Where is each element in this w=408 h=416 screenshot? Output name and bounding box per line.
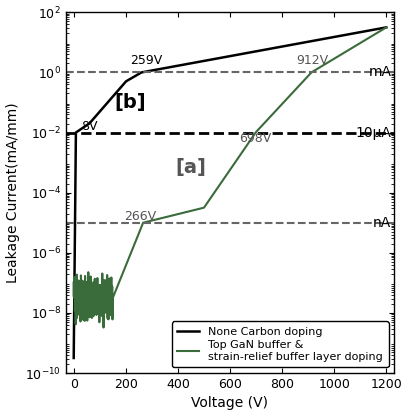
Top GaN buffer &
strain-relief buffer layer doping xyxy=(344,49,349,54)
Text: 8V: 8V xyxy=(81,120,98,133)
Text: 912V: 912V xyxy=(297,54,328,67)
Y-axis label: Leakage Current(mA/mm): Leakage Current(mA/mm) xyxy=(6,102,20,283)
Top GaN buffer &
strain-relief buffer layer doping xyxy=(378,29,383,34)
Top GaN buffer &
strain-relief buffer layer doping xyxy=(101,325,106,330)
None Carbon doping xyxy=(378,26,383,31)
Text: 698V: 698V xyxy=(239,132,271,145)
Top GaN buffer &
strain-relief buffer layer doping xyxy=(191,208,196,213)
Text: 10μA: 10μA xyxy=(356,126,392,140)
Top GaN buffer &
strain-relief buffer layer doping xyxy=(126,258,131,262)
Text: [b]: [b] xyxy=(114,93,146,112)
Text: 266V: 266V xyxy=(124,210,157,223)
None Carbon doping xyxy=(107,98,112,103)
Text: nA: nA xyxy=(373,216,392,230)
Line: Top GaN buffer &
strain-relief buffer layer doping: Top GaN buffer & strain-relief buffer la… xyxy=(74,27,386,327)
None Carbon doping xyxy=(71,356,76,361)
X-axis label: Voltage (V): Voltage (V) xyxy=(191,396,268,411)
Text: mA: mA xyxy=(368,65,392,79)
None Carbon doping xyxy=(126,78,131,83)
None Carbon doping xyxy=(191,60,196,65)
None Carbon doping xyxy=(384,25,389,30)
Text: [a]: [a] xyxy=(175,158,206,177)
Line: None Carbon doping: None Carbon doping xyxy=(74,27,386,358)
Top GaN buffer &
strain-relief buffer layer doping xyxy=(71,294,76,299)
None Carbon doping xyxy=(344,32,349,37)
Text: 259V: 259V xyxy=(130,54,162,67)
Top GaN buffer &
strain-relief buffer layer doping xyxy=(384,25,389,30)
Top GaN buffer &
strain-relief buffer layer doping xyxy=(107,280,112,285)
Top GaN buffer &
strain-relief buffer layer doping xyxy=(205,201,210,206)
None Carbon doping xyxy=(205,58,210,63)
Legend: None Carbon doping, Top GaN buffer &
strain-relief buffer layer doping: None Carbon doping, Top GaN buffer & str… xyxy=(172,322,388,367)
